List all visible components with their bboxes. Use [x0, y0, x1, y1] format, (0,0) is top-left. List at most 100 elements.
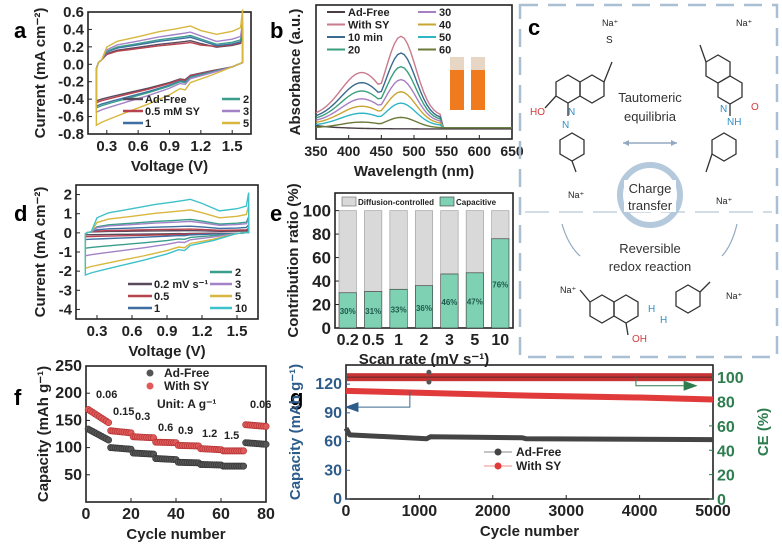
x-tick-label: 450	[370, 143, 394, 159]
vial-2	[471, 70, 485, 110]
cv-curve	[84, 218, 250, 257]
legend-label: Ad-Free	[348, 7, 390, 19]
rate-label: 1.2	[202, 428, 217, 440]
y-tick-label: -0.6	[58, 109, 84, 126]
legend-label: 0.5	[154, 291, 169, 303]
capacity-line-ad-free	[343, 426, 714, 443]
x-tick-label: 3000	[548, 503, 584, 520]
ce-outlier-point	[426, 369, 432, 375]
bar-capacitive	[338, 292, 357, 329]
panel-label-a: a	[14, 18, 27, 43]
panel-label-c: c	[528, 15, 540, 40]
data-label: 31%	[365, 307, 381, 316]
legend-label: 30	[439, 7, 451, 19]
legend-label: 10	[235, 303, 247, 315]
legend-label: 0.5 mM SY	[145, 106, 201, 118]
azo-n-1: N	[568, 107, 575, 118]
x-tick-label: 0	[342, 503, 351, 520]
x-tick-label: 500	[402, 143, 426, 159]
bar-capacitive	[389, 288, 408, 329]
data-label: 36%	[416, 304, 432, 313]
y-right-axis-label: CE (%)	[755, 408, 772, 456]
y-tick-label: 1	[64, 206, 72, 223]
legend-marker	[146, 382, 154, 390]
data-point-ad-free	[240, 462, 248, 470]
y-tick-label: 150	[55, 412, 82, 429]
x-tick-label: 0.6	[128, 138, 149, 155]
x-tick-label: 1	[394, 332, 403, 349]
y-right-tick-label: 40	[717, 443, 735, 460]
x-tick-label: 60	[212, 506, 230, 523]
panel-label-b: b	[270, 18, 283, 43]
legend-label: 10 min	[348, 32, 383, 44]
y-axis-label: Absorbance (a.u.)	[287, 9, 304, 136]
bar-capacitive	[364, 291, 383, 329]
y-tick-label: 100	[55, 440, 82, 457]
arrow-left-head-icon	[344, 402, 359, 413]
legend-label: 5	[235, 291, 241, 303]
data-point-ad-free	[262, 440, 270, 448]
bar-capacitive	[465, 272, 484, 329]
legend-label: Ad-Free	[516, 445, 562, 459]
y-tick-label: 0.4	[63, 21, 85, 38]
y-right-tick-label: 20	[717, 468, 735, 485]
x-tick-label: 0.3	[87, 323, 108, 340]
y-tick-label: 20	[312, 296, 331, 315]
arrow-right-axis-icon	[635, 377, 684, 387]
azo-n-2: N	[562, 120, 569, 131]
y-tick-label: -1	[59, 244, 72, 261]
cv-curve	[84, 226, 250, 238]
x-tick-label: 0.5	[362, 332, 384, 349]
x-tick-label: 0.3	[96, 138, 117, 155]
rate-label: 0.9	[178, 425, 193, 437]
legend-label: 20	[348, 45, 360, 57]
y-tick-label: 50	[64, 467, 82, 484]
charge-cycle-icon	[617, 162, 683, 228]
x-tick-label: 0.9	[157, 323, 178, 340]
spectrum-60	[315, 116, 512, 129]
x-tick-label: 600	[468, 143, 492, 159]
legend-label: 2	[243, 94, 249, 106]
rate-label: 0.6	[158, 422, 173, 434]
x-axis-label: Cycle number	[480, 523, 579, 540]
scheme-c-mechanism: c Tautomeric equilibria Charge transfer …	[518, 3, 779, 359]
rate-label: 0.15	[113, 406, 134, 418]
y-axis-label: Contribution ratio (%)	[285, 183, 302, 337]
bar-diffusion	[414, 210, 434, 287]
y-axis-label: Capacity (mAh g⁻¹)	[35, 366, 52, 502]
panel-label-d: d	[14, 201, 27, 226]
na-ion-6: Na⁺	[726, 291, 743, 301]
y-tick-label: -4	[59, 301, 73, 318]
legend-label: Diffusion-controlled	[358, 198, 434, 207]
x-axis-label: Voltage (V)	[128, 343, 205, 360]
redox-label-1: Reversible	[619, 241, 680, 256]
rate-label: 0.06	[250, 399, 271, 411]
legend-label: 40	[439, 20, 451, 32]
chart-b-uv-vis: 350 400 450 500 550 600 650 Wavelength (nm) Abso…	[287, 4, 524, 180]
y-tick-label: 60	[312, 249, 331, 268]
data-label: 47%	[467, 297, 483, 306]
charge-label-2: transfer	[628, 198, 673, 213]
cv-curve	[84, 222, 250, 241]
arrow-left-axis-icon	[358, 390, 411, 408]
x-tick-label: 10	[491, 332, 509, 349]
x-tick-label: 350	[304, 143, 328, 159]
cv-curve-5	[95, 9, 244, 127]
y-tick-label: 250	[55, 358, 82, 375]
x-tick-label: 400	[337, 143, 361, 159]
panel-label-e: e	[270, 201, 282, 226]
bar-diffusion	[465, 210, 484, 274]
legend-label: 3	[243, 106, 249, 118]
y-tick-label: -3	[59, 282, 72, 299]
tautomer-double-arrow-icon	[623, 140, 677, 146]
rate-label: 1.5	[224, 430, 239, 442]
bar-diffusion	[491, 210, 510, 240]
cv-curve	[84, 216, 250, 249]
chart-f-rate-capability: 0 20 40 60 80 50 100 150 200 250 Cycle number Capac…	[35, 358, 275, 543]
x-tick-label: 650	[500, 143, 524, 159]
panel-label-f: f	[14, 385, 22, 410]
legend-label: 1	[145, 118, 151, 130]
bar-capacitive	[414, 285, 434, 329]
panel-label-g: g	[290, 385, 303, 410]
